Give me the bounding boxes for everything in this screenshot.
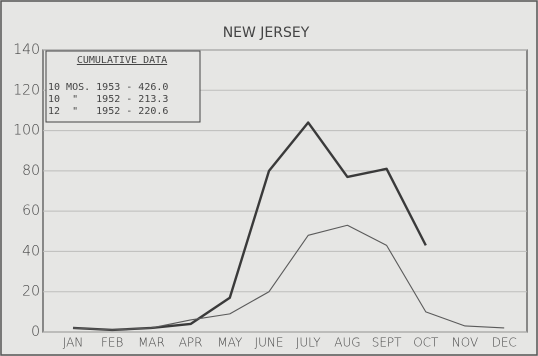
x-tick-label: SEPT: [372, 336, 402, 350]
annotation-row: 10 MOS. 1953 - 426.0: [48, 82, 168, 93]
y-tick-label: 100: [13, 123, 40, 139]
y-tick-label: 40: [22, 243, 40, 259]
x-tick-label: OCT: [413, 336, 439, 350]
y-tick-label: 0: [31, 324, 40, 340]
x-tick-label: MAR: [138, 336, 165, 350]
x-tick-label: JUNE: [255, 336, 284, 350]
y-tick-label: 120: [13, 82, 40, 98]
x-tick-label: DEC: [492, 336, 517, 350]
annotation-box: [45, 50, 201, 123]
annotation-row: 12 " 1952 - 220.6: [48, 106, 168, 117]
x-tick-label: JULY: [296, 336, 321, 350]
annotation-title: CUMULATIVE DATA: [77, 55, 167, 66]
x-tick-label: NOV: [452, 336, 478, 350]
x-tick-label: MAY: [217, 336, 243, 350]
x-tick-label: APR: [179, 336, 203, 350]
chart-title: NEW JERSEY: [223, 25, 310, 41]
x-tick-label: JAN: [63, 336, 84, 350]
x-tick-label: AUG: [334, 336, 360, 350]
data-line: [72, 224, 505, 331]
y-tick-label: 20: [22, 284, 40, 300]
x-tick-label: FEB: [101, 336, 123, 350]
annotation-row: 10 " 1952 - 213.3: [48, 94, 168, 105]
y-tick-label: 60: [22, 203, 40, 219]
y-tick-label: 140: [13, 42, 40, 58]
y-tick-label: 80: [22, 163, 40, 179]
